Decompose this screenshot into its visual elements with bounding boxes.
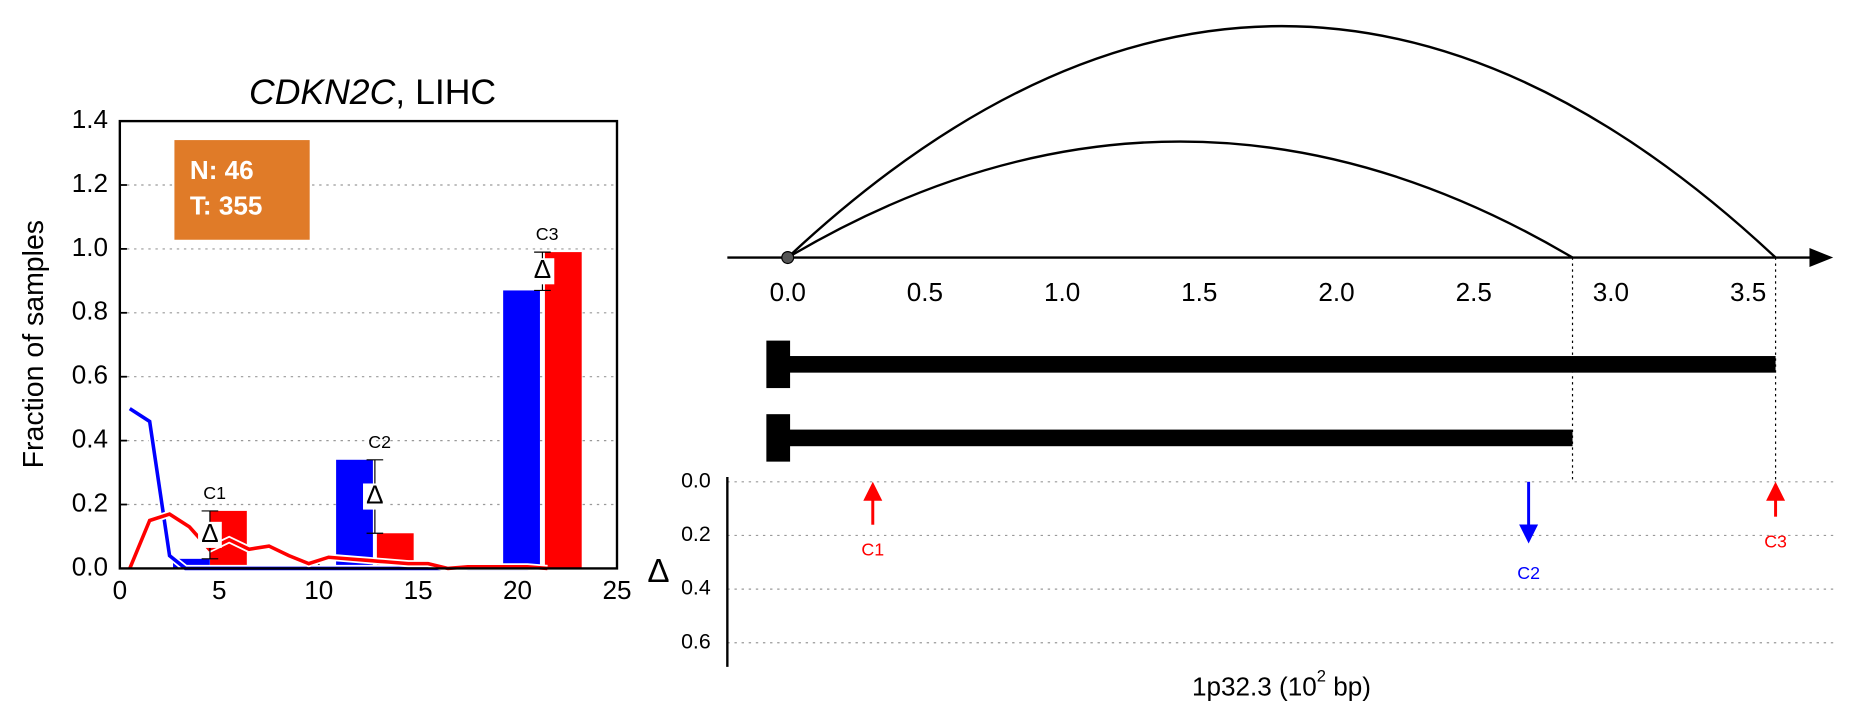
transcript-bar <box>787 356 1776 373</box>
y-tick-label: 0.6 <box>681 629 711 653</box>
axis-arrowhead <box>1809 248 1834 268</box>
origin-dot <box>781 251 795 265</box>
y-axis-label: Fraction of samples <box>18 220 50 468</box>
arc <box>786 24 1777 259</box>
x-tick-label: 3.0 <box>1593 277 1629 307</box>
y-tick-label: 0.0 <box>681 468 711 492</box>
delta-arrow <box>1519 481 1539 544</box>
group-label: C3 <box>536 224 559 244</box>
bar <box>503 290 540 569</box>
x-tick-label: 2.0 <box>1318 277 1354 307</box>
x-label-main: 1p32.3 (10 <box>1192 671 1317 701</box>
delta-axis-label: Δ <box>647 553 669 590</box>
y-tick-label: 1.4 <box>72 104 108 134</box>
arc <box>787 140 1574 259</box>
x-label-tail: bp) <box>1326 671 1371 701</box>
count-label: T: 355 <box>190 191 263 221</box>
x-tick-label: 20 <box>503 575 532 605</box>
x-tick-label: 0.0 <box>770 277 806 307</box>
arrow-head <box>863 481 883 501</box>
delta-symbol: Δ <box>201 518 218 548</box>
y-tick-label: 0.6 <box>72 360 108 390</box>
chart-title: CDKN2C, LIHC <box>249 72 496 112</box>
arrow-label: C2 <box>1517 563 1540 583</box>
y-tick-label: 0.0 <box>72 551 108 581</box>
y-tick-label: 0.4 <box>681 576 711 600</box>
y-tick-label: 1.2 <box>72 168 108 198</box>
x-tick-label: 25 <box>602 575 631 605</box>
delta-symbol: Δ <box>534 254 551 284</box>
y-tick-label: 0.4 <box>72 424 108 454</box>
line <box>128 407 538 571</box>
transcript-bar <box>787 429 1573 447</box>
delta-symbol: Δ <box>366 479 383 509</box>
x-tick-label: 0.5 <box>907 277 943 307</box>
counts-box <box>174 140 310 240</box>
x-tick-label: 2.5 <box>1456 277 1492 307</box>
delta-arrow <box>1766 481 1786 517</box>
y-tick-label: 0.2 <box>681 522 711 546</box>
x-tick-label: 15 <box>404 575 433 605</box>
x-label-sup: 2 <box>1317 667 1326 686</box>
arrow-label: C3 <box>1764 531 1787 551</box>
x-axis-label: 1p32.3 (102 bp) <box>1192 667 1371 701</box>
bar <box>173 558 210 569</box>
title-gene: CDKN2C <box>249 72 396 112</box>
delta-arrow <box>863 481 883 525</box>
x-tick-label: 0 <box>113 575 128 605</box>
y-tick-label: 0.8 <box>72 296 108 326</box>
group-label: C1 <box>203 483 226 503</box>
x-tick-label: 1.0 <box>1044 277 1080 307</box>
x-tick-label: 5 <box>212 575 227 605</box>
transcript-cap <box>766 340 791 389</box>
arrow-label: C1 <box>861 540 884 560</box>
plot-frame <box>118 119 619 570</box>
group-label: C2 <box>368 432 391 452</box>
arrow-head <box>1519 524 1539 544</box>
x-tick-label: 3.5 <box>1730 277 1766 307</box>
delta-bg <box>198 521 222 548</box>
delta-bg <box>363 483 387 510</box>
count-label: N: 46 <box>190 155 254 185</box>
title-cohort: , LIHC <box>395 72 496 112</box>
y-tick-label: 0.2 <box>72 487 108 517</box>
y-tick-label: 1.0 <box>72 232 108 262</box>
bar <box>336 459 373 569</box>
delta-bg <box>530 258 555 285</box>
x-tick-label: 1.5 <box>1181 277 1217 307</box>
bar <box>544 252 582 569</box>
arrow-head <box>1766 481 1786 501</box>
x-tick-label: 10 <box>304 575 333 605</box>
transcript-cap <box>766 414 791 462</box>
line-outline <box>127 405 538 572</box>
